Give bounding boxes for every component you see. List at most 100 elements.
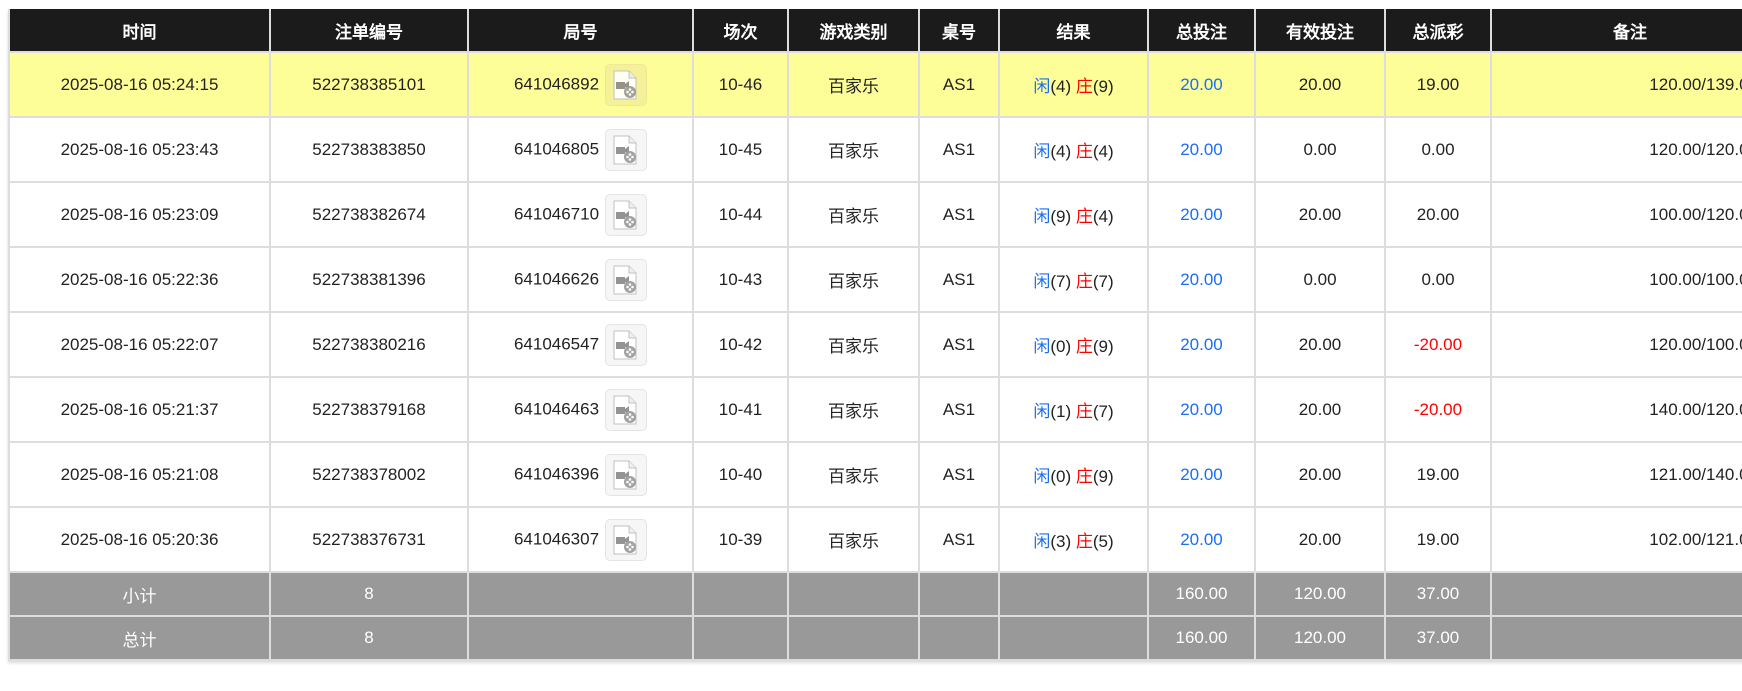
- cell-table-no: AS1: [918, 441, 1000, 508]
- cell-result: 闲(4) 庄(9): [998, 51, 1149, 118]
- cell-result: 闲(9) 庄(4): [998, 181, 1149, 248]
- cell-payout: 20.00: [1384, 181, 1492, 248]
- banker-label: 庄: [1075, 207, 1093, 226]
- player-score: (3): [1050, 532, 1072, 551]
- cell-time: 2025-08-16 05:22:07: [8, 311, 271, 378]
- cell-total-bet: 20.00: [1147, 116, 1256, 183]
- cell-bet-id: 522738383850: [269, 116, 469, 183]
- cell-valid-bet: 20.00: [1254, 506, 1386, 573]
- summary-label: 小计: [8, 571, 271, 617]
- video-replay-icon[interactable]: [605, 63, 648, 106]
- video-replay-icon[interactable]: [605, 323, 648, 366]
- player-label: 闲: [1033, 402, 1051, 421]
- cell-valid-bet: 0.00: [1254, 246, 1386, 313]
- player-score: (4): [1050, 142, 1072, 161]
- banker-label: 庄: [1075, 532, 1093, 551]
- cell-session: 10-44: [692, 181, 789, 248]
- cell-note: 120.00/100.00: [1490, 311, 1742, 378]
- cell-valid-bet: 20.00: [1254, 181, 1386, 248]
- player-score: (9): [1050, 207, 1072, 226]
- table-row: 2025-08-16 05:21:37 522738379168 6410464…: [8, 376, 1742, 443]
- round-number: 641046547: [513, 333, 600, 353]
- video-replay-icon[interactable]: [605, 388, 648, 431]
- cell-payout: 19.00: [1384, 506, 1492, 573]
- player-label: 闲: [1033, 467, 1051, 486]
- cell-round: 641046463: [467, 376, 694, 443]
- column-header-valid-bet: 有效投注: [1254, 9, 1386, 53]
- summary-total-bet: 160.00: [1147, 571, 1256, 617]
- video-replay-icon[interactable]: [605, 453, 648, 496]
- cell-bet-id: 522738378002: [269, 441, 469, 508]
- video-replay-icon[interactable]: [605, 128, 648, 171]
- cell-payout: -20.00: [1384, 376, 1492, 443]
- video-replay-icon[interactable]: [605, 518, 648, 561]
- cell-total-bet: 20.00: [1147, 181, 1256, 248]
- cell-table-no: AS1: [918, 311, 1000, 378]
- column-header-total-bet: 总投注: [1147, 9, 1256, 53]
- cell-valid-bet: 20.00: [1254, 51, 1386, 118]
- banker-label: 庄: [1075, 142, 1093, 161]
- column-header-note: 备注: [1490, 9, 1742, 53]
- cell-payout: 0.00: [1384, 116, 1492, 183]
- cell-game-type: 百家乐: [787, 51, 920, 118]
- cell-note: 100.00/120.00: [1490, 181, 1742, 248]
- round-number: 641046626: [513, 268, 600, 288]
- cell-session: 10-45: [692, 116, 789, 183]
- banker-score: (5): [1092, 532, 1114, 551]
- cell-note: 120.00/120.00: [1490, 116, 1742, 183]
- cell-time: 2025-08-16 05:21:37: [8, 376, 271, 443]
- cell-game-type: 百家乐: [787, 116, 920, 183]
- cell-bet-id: 522738380216: [269, 311, 469, 378]
- player-score: (0): [1050, 337, 1072, 356]
- cell-session: 10-42: [692, 311, 789, 378]
- round-number: 641046805: [513, 138, 600, 158]
- video-replay-icon[interactable]: [605, 193, 648, 236]
- table-row: 2025-08-16 05:23:43 522738383850 6410468…: [8, 116, 1742, 183]
- cell-table-no: AS1: [918, 181, 1000, 248]
- cell-round: 641046710: [467, 181, 694, 248]
- cell-bet-id: 522738381396: [269, 246, 469, 313]
- banker-score: (4): [1092, 142, 1114, 161]
- column-header-result: 结果: [998, 9, 1149, 53]
- cell-bet-id: 522738376731: [269, 506, 469, 573]
- cell-bet-id: 522738385101: [269, 51, 469, 118]
- summary-count: 8: [269, 571, 469, 617]
- cell-session: 10-40: [692, 441, 789, 508]
- cell-session: 10-39: [692, 506, 789, 573]
- cell-round: 641046626: [467, 246, 694, 313]
- table-row: 2025-08-16 05:23:09 522738382674 6410467…: [8, 181, 1742, 248]
- summary-label: 总计: [8, 615, 271, 661]
- cell-round: 641046547: [467, 311, 694, 378]
- player-score: (1): [1050, 402, 1072, 421]
- cell-valid-bet: 20.00: [1254, 441, 1386, 508]
- round-number: 641046307: [513, 528, 600, 548]
- table-row: 2025-08-16 05:20:36 522738376731 6410463…: [8, 506, 1742, 573]
- video-replay-icon[interactable]: [605, 258, 648, 301]
- cell-total-bet: 20.00: [1147, 51, 1256, 118]
- summary-row: 总计 8 160.00 120.00 37.00: [8, 615, 1742, 661]
- summary-row: 小计 8 160.00 120.00 37.00: [8, 571, 1742, 617]
- player-label: 闲: [1033, 77, 1051, 96]
- cell-total-bet: 20.00: [1147, 246, 1256, 313]
- table-row: 2025-08-16 05:21:08 522738378002 6410463…: [8, 441, 1742, 508]
- round-number: 641046396: [513, 463, 600, 483]
- cell-note: 100.00/100.00: [1490, 246, 1742, 313]
- round-number: 641046892: [513, 73, 600, 93]
- player-score: (4): [1050, 77, 1072, 96]
- table-row: 2025-08-16 05:22:07 522738380216 6410465…: [8, 311, 1742, 378]
- cell-payout: -20.00: [1384, 311, 1492, 378]
- cell-result: 闲(4) 庄(4): [998, 116, 1149, 183]
- cell-total-bet: 20.00: [1147, 441, 1256, 508]
- cell-round: 641046307: [467, 506, 694, 573]
- cell-game-type: 百家乐: [787, 441, 920, 508]
- banker-score: (9): [1092, 337, 1114, 356]
- column-header-session: 场次: [692, 9, 789, 53]
- column-header-payout: 总派彩: [1384, 9, 1492, 53]
- banker-label: 庄: [1075, 402, 1093, 421]
- cell-note: 102.00/121.00: [1490, 506, 1742, 573]
- cell-payout: 0.00: [1384, 246, 1492, 313]
- cell-result: 闲(3) 庄(5): [998, 506, 1149, 573]
- cell-game-type: 百家乐: [787, 376, 920, 443]
- column-header-bet-id: 注单编号: [269, 9, 469, 53]
- banker-label: 庄: [1075, 77, 1093, 96]
